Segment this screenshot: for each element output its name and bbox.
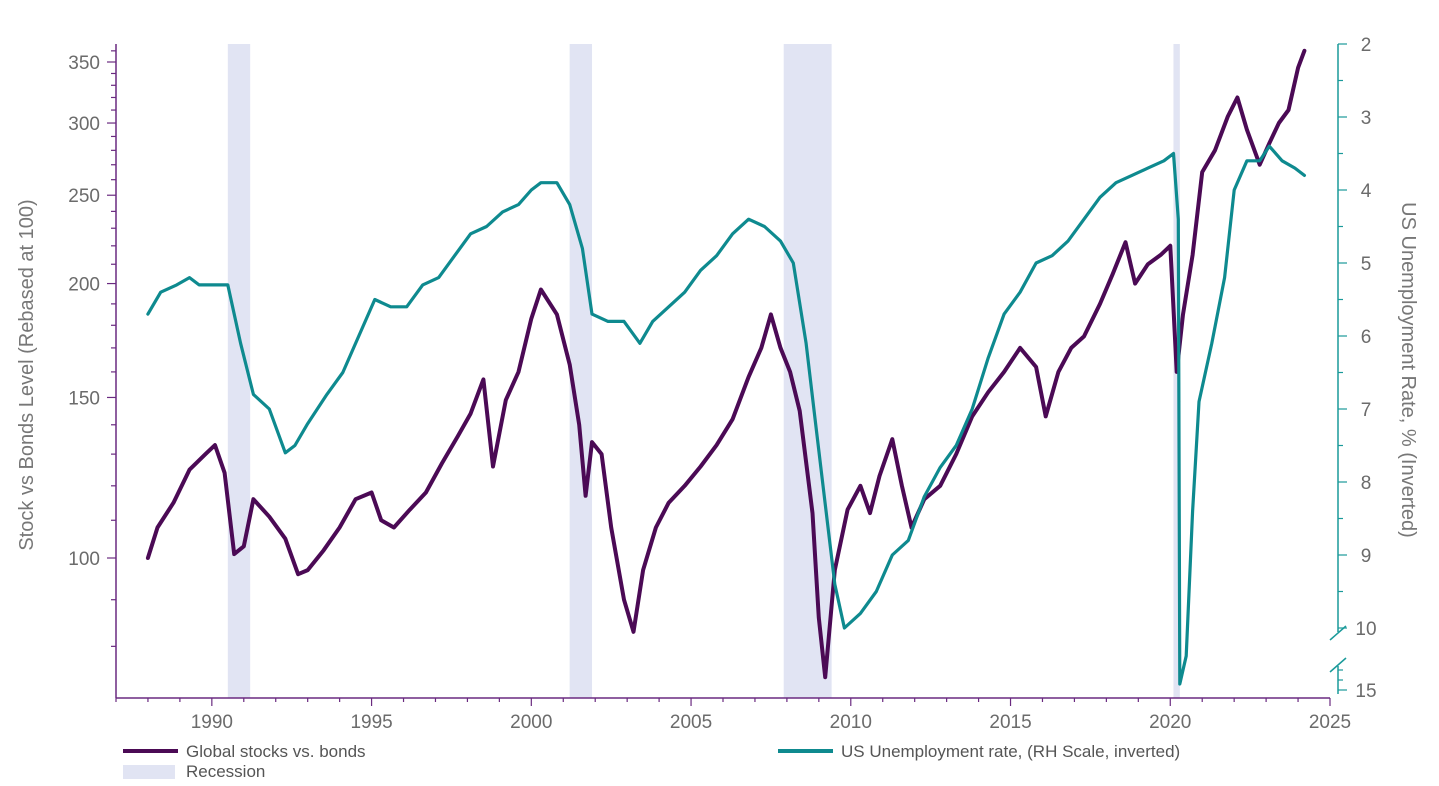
right-axis-title: US Unemployment Rate, % (Inverted): [1397, 202, 1419, 538]
left-tick-label: 100: [68, 549, 100, 570]
left-tick-label: 350: [68, 53, 100, 74]
left-axis: 100 150 200 250 300 350: [68, 44, 117, 698]
x-tick-label: 2000: [510, 712, 552, 733]
x-tick-label: 1990: [191, 712, 233, 733]
left-tick-label: 150: [68, 388, 100, 409]
x-tick-label: 2015: [989, 712, 1031, 733]
legend: Global stocks vs. bonds US Unemployment …: [123, 742, 1180, 781]
right-tick-label: 4: [1361, 181, 1372, 202]
legend-label-stocks: Global stocks vs. bonds: [186, 742, 366, 761]
left-axis-title: Stock vs Bonds Level (Rebased at 100): [16, 199, 38, 550]
series-line-stocks-vs-bonds: [145, 48, 1307, 680]
x-tick-label: 2020: [1149, 712, 1191, 733]
left-tick-label: 200: [68, 275, 100, 296]
series-line-unemployment: [146, 144, 1306, 686]
right-tick-label: 15: [1355, 681, 1376, 702]
right-tick-label: 7: [1361, 400, 1372, 421]
right-tick-label: 5: [1361, 254, 1372, 275]
right-axis: 2 3 4 5 6 7 8 9 10 15: [1329, 35, 1377, 702]
left-tick-label: 300: [68, 114, 100, 135]
x-axis: 1990 1995 2000 2005 2010 2015 2020 2025: [115, 697, 1351, 733]
series-lines: [145, 48, 1307, 686]
right-tick-label: 9: [1361, 546, 1372, 567]
legend-swatch-recession: [123, 765, 175, 779]
right-tick-label: 6: [1361, 327, 1372, 348]
x-tick-label: 1995: [350, 712, 392, 733]
right-tick-label: 2: [1361, 35, 1372, 56]
x-tick-label: 2005: [670, 712, 712, 733]
x-tick-label: 2025: [1309, 712, 1351, 733]
legend-label-recession: Recession: [186, 762, 265, 781]
x-tick-label: 2010: [830, 712, 872, 733]
right-axis-break-mark: [1329, 657, 1347, 673]
right-tick-label: 10: [1355, 619, 1376, 640]
right-tick-label: 8: [1361, 473, 1372, 494]
recession-band-2: [569, 44, 593, 698]
right-tick-label: 3: [1361, 108, 1372, 129]
legend-label-unemployment: US Unemployment rate, (RH Scale, inverte…: [841, 742, 1180, 761]
left-tick-label: 250: [68, 186, 100, 207]
